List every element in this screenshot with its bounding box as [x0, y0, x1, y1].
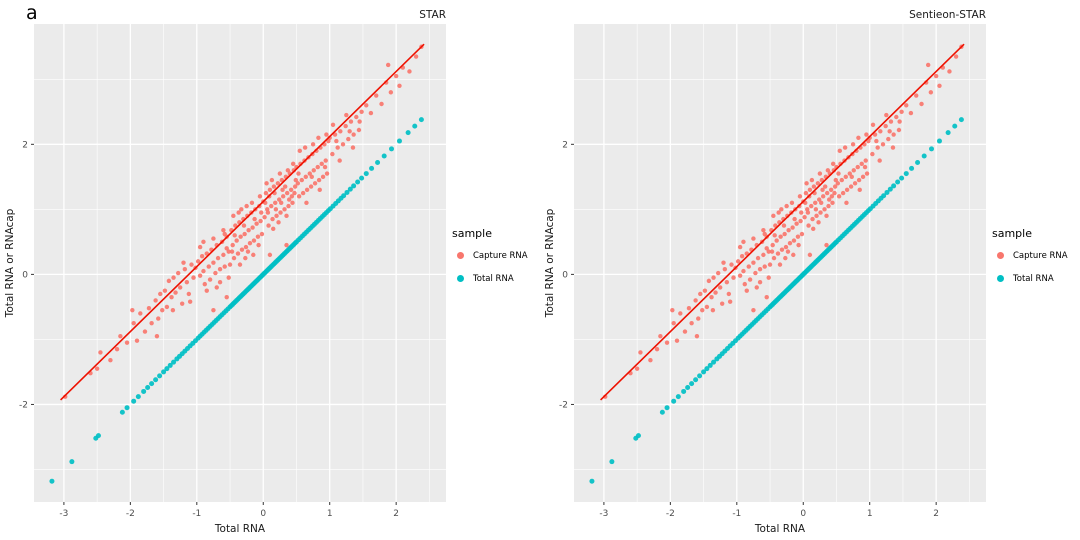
svg-text:2: 2 [393, 509, 399, 519]
legend-key [452, 270, 469, 287]
legend-label: Total RNA [1013, 273, 1054, 284]
svg-text:-2: -2 [19, 400, 28, 410]
svg-text:Total RNA: Total RNA [754, 523, 806, 535]
svg-text:0: 0 [562, 270, 568, 280]
legend-entry-total-rna: Total RNA [452, 270, 540, 287]
legend-entry-capture-rna: Capture RNA [992, 247, 1080, 264]
panel-title-sentieon-star: Sentieon-STAR [909, 9, 986, 21]
svg-text:-3: -3 [599, 509, 608, 519]
svg-text:2: 2 [562, 140, 568, 150]
svg-text:-2: -2 [559, 400, 568, 410]
svg-text:2: 2 [933, 509, 939, 519]
svg-text:0: 0 [800, 509, 806, 519]
legend-key [452, 247, 469, 264]
capture-rna-dot-icon [997, 252, 1004, 259]
svg-text:-1: -1 [732, 509, 741, 519]
svg-text:0: 0 [22, 270, 28, 280]
figure-label: a [26, 2, 38, 24]
svg-text:Total RNA or RNAcap: Total RNA or RNAcap [4, 208, 16, 318]
total-rna-dot-icon [997, 275, 1004, 282]
svg-text:-2: -2 [666, 509, 675, 519]
legend-label: Total RNA [473, 273, 514, 284]
legend-entry-capture-rna: Capture RNA [452, 247, 540, 264]
chart-block-star: -3 -2 -1 0 1 2 -2 0 2 Total RNA Total RNA or RNAca… [4, 0, 540, 535]
svg-text:0: 0 [260, 509, 266, 519]
total-rna-dot-icon [457, 275, 464, 282]
svg-text:2: 2 [22, 140, 28, 150]
svg-text:Total RNA: Total RNA [214, 523, 266, 535]
legend-key [992, 270, 1009, 287]
scatter-plot-sentieon-star: -3 -2 -1 0 1 2 -2 0 2 Total RNA Total RNA or RNAca… [544, 24, 986, 535]
legend-entry-total-rna: Total RNA [992, 270, 1080, 287]
legend-title: sample [452, 227, 492, 240]
chart-block-sentieon-star: -3 -2 -1 0 1 2 -2 0 2 Total RNA Total RNA or RNAca… [540, 0, 1080, 540]
svg-text:-2: -2 [126, 509, 135, 519]
legend-sentieon-star: sample Capture RNA Total RNA [992, 0, 1080, 530]
legend-label: Capture RNA [473, 250, 528, 261]
legend-title: sample [992, 227, 1032, 240]
panel-title-star: STAR [419, 9, 446, 21]
legend-key [992, 247, 1009, 264]
capture-rna-dot-icon [457, 252, 464, 259]
svg-text:1: 1 [327, 509, 333, 519]
svg-text:-3: -3 [59, 509, 68, 519]
scatter-plot-star: -3 -2 -1 0 1 2 -2 0 2 Total RNA Total RNA or RNAca… [4, 24, 446, 535]
svg-text:1: 1 [867, 509, 873, 519]
svg-text:-1: -1 [192, 509, 201, 519]
legend-label: Capture RNA [1013, 250, 1068, 261]
legend-star: sample Capture RNA Total RNA [452, 0, 540, 530]
svg-text:Total RNA or RNAcap: Total RNA or RNAcap [544, 208, 556, 318]
